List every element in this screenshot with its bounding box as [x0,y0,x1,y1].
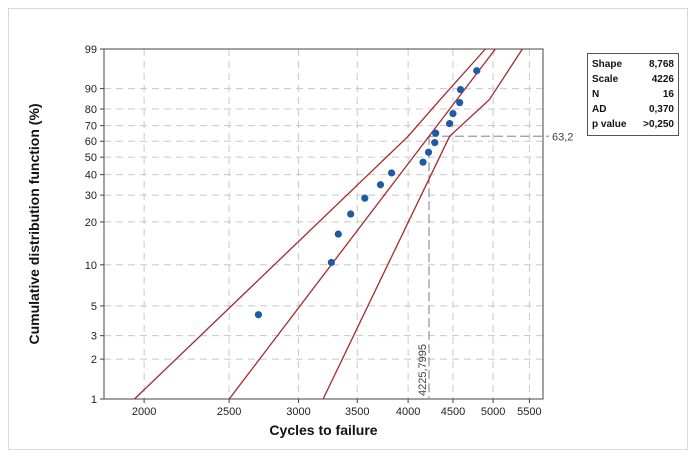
data-point [334,230,342,238]
fit-lines [134,48,523,400]
y-tick-label: 30 [85,190,97,202]
stat-row-scale: Scale 4226 [592,72,674,87]
data-point [445,119,454,128]
weibull-probability-plot: 4225,7995 63,2 2000 2500 3000 3500 4000 4500 50… [26,44,573,438]
x-axis-title: Cycles to failure [269,422,377,438]
reference-x-label: 4225,7995 [417,344,429,396]
y-tick-label: 90 [85,84,97,96]
stat-label: AD [592,104,607,115]
x-tick-label: 4500 [441,406,465,418]
y-tick-label: 3 [91,331,97,343]
y-tick-label: 50 [85,152,97,164]
x-tick-label: 3500 [345,406,369,418]
data-point [327,258,335,267]
x-axis-ticks: 2000 2500 3000 3500 4000 4500 5000 5500 [132,399,542,418]
stats-box: Shape 8,768 Scale 4226 N 16 AD 0,370 p value… [587,53,679,136]
stat-value: 8,768 [648,59,674,70]
stat-value: 4226 [651,74,674,85]
stat-row-n: N 16 [592,87,674,102]
y-axis-ticks: 1 2 3 5 10 20 30 40 50 60 70 80 90 99 [85,44,104,406]
stat-label: Shape [592,59,623,70]
stat-value: >0,250 [643,119,674,130]
stat-row-shape: Shape 8,768 [592,57,674,72]
data-points [254,67,481,319]
x-tick-label: 2000 [132,406,156,418]
y-tick-label: 60 [85,136,97,148]
data-point [449,109,457,118]
ci-lower-line [134,48,486,400]
y-tick-label: 2 [91,354,97,366]
y-axis-title: Cumulative distribution function (%) [26,103,42,344]
data-point [456,99,464,107]
data-point [456,85,465,94]
y-tick-label: 80 [85,104,97,116]
stat-label: N [592,89,600,100]
x-tick-label: 3000 [286,406,310,418]
stat-label: Scale [592,74,619,85]
data-point [361,194,369,202]
data-point [432,129,440,137]
y-tick-label: 40 [85,170,97,182]
stat-row-p-value: p value >0,250 [592,117,674,132]
reference-y-label: 63,2 [552,131,573,143]
data-point [254,311,263,319]
x-tick-label: 4000 [396,406,420,418]
y-tick-label: 70 [85,121,97,133]
fit-line [228,48,496,400]
grid [104,48,543,400]
stat-row-ad: AD 0,370 [592,102,674,117]
chart-frame: 4225,7995 63,2 2000 2500 3000 3500 4000 4500 50… [8,8,688,450]
x-tick-label: 5000 [481,406,505,418]
y-tick-label: 10 [85,260,97,272]
plot-area [103,48,544,400]
data-point [424,148,433,156]
stat-value: 16 [662,89,674,100]
data-point [347,210,355,218]
data-point [419,158,427,166]
y-tick-label: 99 [85,44,97,56]
data-point [473,67,481,75]
y-tick-label: 20 [85,217,97,229]
data-point [387,169,396,177]
ci-upper-line [322,48,523,400]
data-point [431,139,439,147]
stat-value: 0,370 [648,104,674,115]
stat-label: p value [592,119,627,130]
x-tick-label: 5500 [517,406,541,418]
x-tick-label: 2500 [217,406,241,418]
data-point [376,181,385,189]
y-tick-label: 1 [91,394,97,406]
y-tick-label: 5 [91,301,97,313]
